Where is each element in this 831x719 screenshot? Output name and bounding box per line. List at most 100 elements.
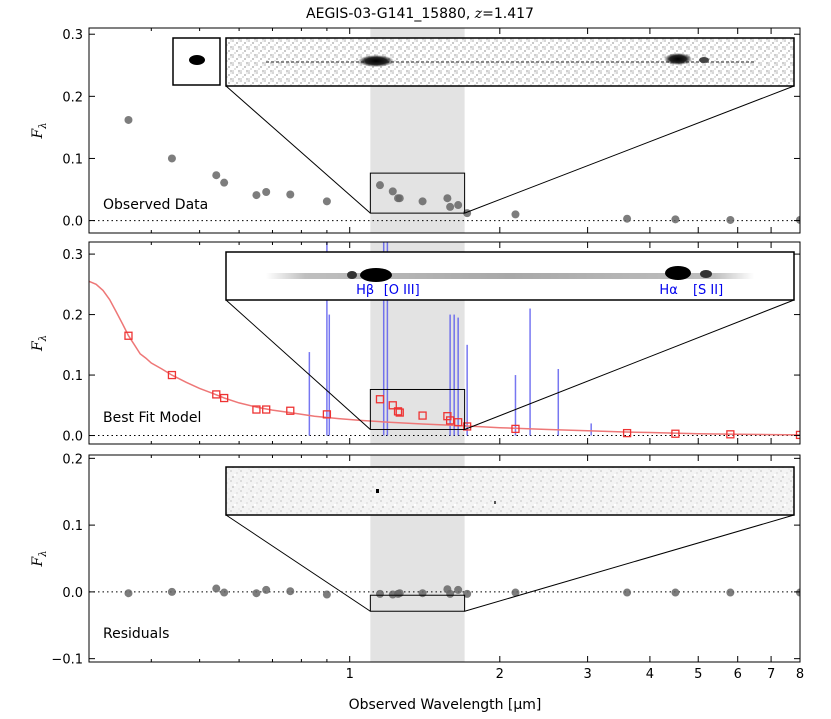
data-point-21 bbox=[726, 588, 735, 597]
model-point-7 bbox=[286, 406, 295, 415]
data-point-2 bbox=[167, 587, 176, 596]
data-point-13 bbox=[418, 197, 427, 206]
inset-connector-right bbox=[464, 514, 795, 612]
data-point-4 bbox=[220, 178, 229, 187]
y-tick-label-1: 0.0 bbox=[62, 215, 83, 230]
model-point-17 bbox=[462, 422, 472, 431]
y-axis-label: Fλ bbox=[30, 550, 49, 567]
data-point-3 bbox=[212, 584, 221, 593]
data-point-18 bbox=[511, 588, 520, 597]
x-axis-label: Observed Wavelength [μm] bbox=[349, 697, 542, 713]
x-tick-label-7: 7 bbox=[767, 667, 775, 682]
data-point-7 bbox=[286, 587, 295, 596]
y-tick-label-2: 0.1 bbox=[62, 152, 83, 167]
y-tick-label-1: 0.0 bbox=[62, 430, 83, 445]
residual-pixel bbox=[494, 501, 496, 504]
model-point-11 bbox=[393, 407, 403, 416]
data-point-22 bbox=[796, 215, 800, 224]
inset-frame bbox=[225, 37, 795, 87]
grism-zoom-box bbox=[369, 388, 466, 430]
data-point-14 bbox=[443, 194, 452, 203]
inset-connector-left bbox=[225, 299, 371, 430]
y-tick-label-2: 0.0 bbox=[62, 586, 83, 601]
model-point-14 bbox=[443, 412, 452, 421]
model-point-2 bbox=[167, 370, 177, 380]
data-point-8 bbox=[322, 590, 331, 599]
panel-1: 0.0 0.1 0.2 0.3 Fλ Observed Data bbox=[30, 27, 801, 234]
oiii-model-blob bbox=[360, 268, 392, 282]
inset-connector-right bbox=[464, 85, 795, 214]
sii-emission-blob bbox=[699, 57, 709, 63]
y-tick-label-3: 0.2 bbox=[62, 90, 83, 105]
model-point-22 bbox=[795, 430, 800, 440]
y-tick-label-4: 0.3 bbox=[62, 248, 83, 263]
data-point-10 bbox=[388, 187, 397, 196]
model-point-16 bbox=[454, 418, 463, 427]
data-point-6 bbox=[262, 188, 271, 196]
data-point-12 bbox=[395, 194, 404, 203]
x-tick-label-5: 5 bbox=[694, 667, 702, 682]
grism-zoom-box bbox=[369, 172, 466, 214]
figure-title: AEGIS-03-G141_15880, z=1.417 bbox=[306, 6, 534, 22]
inset-frame bbox=[225, 251, 795, 301]
data-point-12 bbox=[395, 589, 404, 598]
panels-layer: 0.0 0.1 0.2 0.3 Fλ Observed Data Hβ [O III] Hα [S… bbox=[30, 27, 804, 682]
y-tick-label-2: 0.1 bbox=[62, 369, 83, 384]
oiii-emission-blob bbox=[358, 55, 394, 67]
data-point-22 bbox=[796, 588, 800, 597]
spectrum-2d-inset bbox=[225, 37, 795, 87]
model-point-19 bbox=[622, 428, 632, 438]
model-point-12 bbox=[395, 408, 404, 417]
line-label-2: [O III] bbox=[384, 283, 420, 298]
data-point-2 bbox=[167, 154, 176, 163]
data-point-16 bbox=[454, 201, 463, 210]
y-axis-label: Fλ bbox=[30, 122, 49, 139]
data-point-20 bbox=[671, 588, 680, 597]
spectrum-2d-inset: Hβ [O III] Hα [S II] bbox=[225, 251, 795, 301]
data-point-4 bbox=[220, 588, 229, 597]
y-tick-label-3: 0.2 bbox=[62, 309, 83, 324]
direct-image-stamp bbox=[172, 37, 221, 86]
y-tick-label-4: 0.2 bbox=[62, 452, 83, 467]
model-point-20 bbox=[671, 429, 680, 438]
model-point-3 bbox=[212, 390, 221, 399]
panel-label: Residuals bbox=[103, 626, 169, 642]
line-label-3: Hα bbox=[659, 283, 677, 298]
data-point-13 bbox=[418, 589, 427, 598]
y-tick-label-1: −0.1 bbox=[51, 653, 83, 668]
inset-connector-left bbox=[225, 514, 371, 612]
data-point-20 bbox=[671, 215, 680, 224]
x-tick-label-6: 6 bbox=[734, 667, 742, 682]
data-point-5 bbox=[252, 191, 261, 200]
data-point-21 bbox=[726, 215, 735, 224]
inset-connector-left bbox=[225, 85, 371, 214]
data-point-3 bbox=[212, 171, 221, 180]
model-point-8 bbox=[322, 410, 332, 419]
data-point-9 bbox=[375, 181, 384, 190]
model-point-1 bbox=[124, 331, 133, 340]
x-tick-label-3: 3 bbox=[583, 667, 591, 682]
model-point-10 bbox=[388, 401, 397, 410]
model-point-4 bbox=[220, 393, 229, 403]
hbeta-model-blob bbox=[347, 271, 357, 279]
stamp-frame bbox=[172, 37, 221, 86]
halpha-emission-blob bbox=[664, 53, 692, 65]
model-point-21 bbox=[726, 430, 735, 439]
inset-frame bbox=[225, 466, 795, 516]
grism-zoom-box bbox=[369, 594, 466, 612]
panel-2: Hβ [O III] Hα [S II] 0.0 0.1 0.2 0.3 Fλ Best Fit … bbox=[30, 241, 801, 445]
model-point-13 bbox=[418, 411, 427, 420]
model-point-15 bbox=[445, 416, 455, 425]
data-point-16 bbox=[454, 585, 463, 594]
model-spectrum-line bbox=[89, 280, 800, 436]
x-tick-label-4: 4 bbox=[646, 667, 654, 682]
galaxy-core bbox=[189, 55, 205, 65]
model-point-6 bbox=[262, 405, 271, 414]
axes-frame bbox=[88, 241, 801, 445]
residual-hot-pixel bbox=[376, 489, 379, 493]
inset-connector-right bbox=[464, 299, 795, 430]
x-tick-label-1: 1 bbox=[346, 667, 354, 682]
data-point-15 bbox=[446, 589, 455, 598]
data-point-9 bbox=[375, 589, 384, 598]
